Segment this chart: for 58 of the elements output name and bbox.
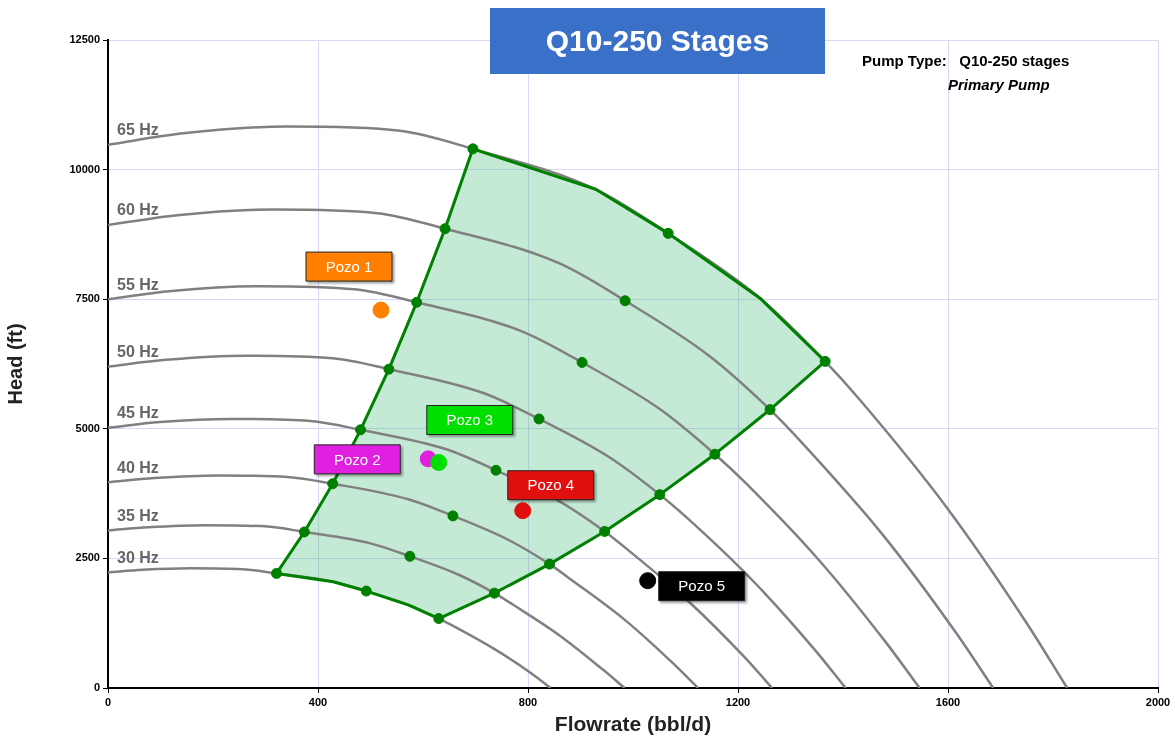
x-tick-label: 1200 bbox=[725, 695, 751, 708]
x-axis-title: Flowrate (bbl/d) bbox=[554, 712, 712, 736]
series-label: 40 Hz bbox=[117, 458, 159, 476]
text: Pozo 2 bbox=[333, 450, 381, 468]
x-tick-label: 2000 bbox=[1145, 695, 1171, 708]
annotation: Primary Pump bbox=[948, 76, 1050, 93]
y-axis-title: Head (ft) bbox=[3, 323, 26, 405]
y-tick-label: 2500 bbox=[75, 551, 100, 564]
y-tick-label: 5000 bbox=[75, 421, 100, 434]
point bbox=[404, 550, 416, 562]
point bbox=[271, 567, 283, 579]
point bbox=[430, 454, 448, 471]
point bbox=[709, 448, 721, 460]
point bbox=[383, 363, 395, 375]
point bbox=[764, 404, 776, 416]
y-tick-label: 0 bbox=[93, 681, 100, 694]
point bbox=[639, 572, 657, 590]
y-tick-label: 12500 bbox=[69, 33, 100, 46]
x-tick-label: 0 bbox=[104, 695, 112, 708]
series-label: 60 Hz bbox=[117, 201, 159, 219]
point bbox=[619, 295, 631, 307]
series-label: Pozo 3 bbox=[446, 411, 494, 429]
x-tick-label: 400 bbox=[308, 695, 328, 708]
point bbox=[490, 464, 502, 476]
y-tick-label: 7500 bbox=[75, 292, 100, 305]
point bbox=[654, 489, 666, 501]
series-label: 30 Hz bbox=[117, 548, 159, 566]
point bbox=[411, 296, 423, 308]
point bbox=[355, 424, 367, 436]
series-label: 55 Hz bbox=[117, 275, 159, 293]
point bbox=[514, 502, 532, 520]
point bbox=[298, 526, 310, 538]
annotation: Pump Type: Q10-250 stages bbox=[862, 52, 1070, 69]
series-label: Pozo 4 bbox=[527, 476, 575, 494]
line-series bbox=[108, 523, 626, 688]
point bbox=[599, 525, 611, 537]
point bbox=[439, 223, 451, 235]
point bbox=[360, 585, 372, 597]
point bbox=[533, 413, 545, 425]
point bbox=[488, 587, 500, 599]
series-label: Pozo 5 bbox=[678, 577, 726, 595]
point bbox=[662, 227, 674, 239]
point bbox=[819, 355, 831, 367]
series-label: Pozo 1 bbox=[325, 257, 373, 275]
x-tick-label: 800 bbox=[518, 695, 538, 708]
point bbox=[372, 301, 390, 319]
point bbox=[433, 613, 445, 625]
point bbox=[544, 558, 556, 570]
x-tick-label: 1600 bbox=[935, 695, 961, 708]
point bbox=[447, 510, 459, 522]
point bbox=[327, 478, 339, 490]
series-label: 45 Hz bbox=[117, 404, 159, 422]
series-label: 50 Hz bbox=[117, 343, 159, 360]
point bbox=[467, 143, 479, 155]
series-label: 65 Hz bbox=[117, 121, 159, 139]
y-tick-label: 10000 bbox=[69, 162, 100, 175]
series-label: 35 Hz bbox=[117, 506, 159, 524]
point bbox=[576, 356, 588, 368]
